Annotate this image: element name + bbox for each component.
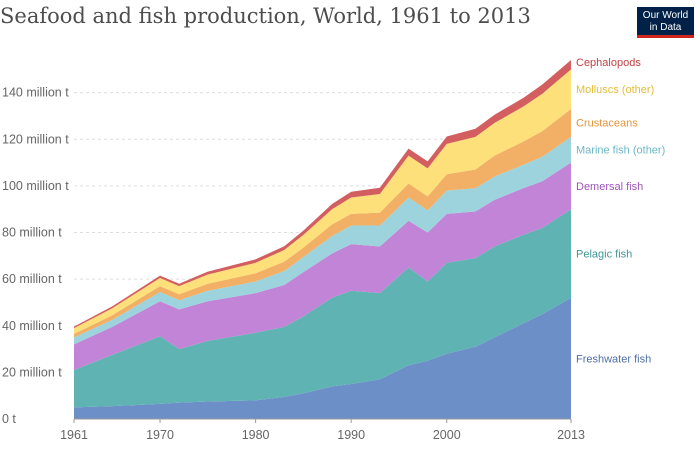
x-tick-label: 2000 [433, 428, 461, 442]
legend-label: Crustaceans [576, 118, 638, 130]
legend-label: Demersal fish [576, 181, 643, 193]
x-axis: 1961 1970 1980 1990 2000 2013 [60, 418, 585, 442]
x-tick-label: 1970 [146, 428, 174, 442]
x-tick-label: 1961 [60, 428, 88, 442]
area-molluscs-other[interactable] [74, 69, 571, 334]
y-tick-label: 40 million t [2, 319, 62, 333]
legend-label: Molluscs (other) [576, 84, 654, 96]
x-tick-label: 2013 [557, 428, 585, 442]
legend-label: Marine fish (other) [576, 145, 665, 157]
y-tick-label: 140 million t [2, 86, 69, 100]
logo-line-1: Our World [642, 10, 689, 21]
y-tick-label: 100 million t [2, 179, 69, 193]
y-tick-label: 20 million t [2, 365, 62, 379]
y-axis-ticks: 0 t 20 million t 40 million t 60 million t 8… [2, 86, 69, 426]
y-tick-label: 80 million t [2, 226, 62, 240]
y-tick-label: 60 million t [2, 272, 62, 286]
owid-logo[interactable]: Our World in Data [637, 7, 694, 38]
y-tick-label: 0 t [2, 412, 16, 426]
legend: Freshwater fish Pelagic fish Demersal fish… [576, 57, 665, 365]
chart-title: Seafood and fish production, World, 1961… [0, 4, 531, 28]
area-freshwater-fish[interactable] [74, 297, 571, 419]
y-tick-label: 120 million t [2, 132, 69, 146]
legend-label: Cephalopods [576, 57, 641, 69]
legend-label: Pelagic fish [576, 248, 632, 260]
legend-label: Freshwater fish [576, 353, 651, 365]
x-tick-label: 1990 [337, 428, 365, 442]
area-demersal-fish[interactable] [74, 162, 571, 371]
area-pelagic-fish[interactable] [74, 209, 571, 408]
logo-line-2: in Data [649, 22, 682, 33]
x-tick-label: 1980 [242, 428, 270, 442]
area-series [74, 59, 571, 419]
